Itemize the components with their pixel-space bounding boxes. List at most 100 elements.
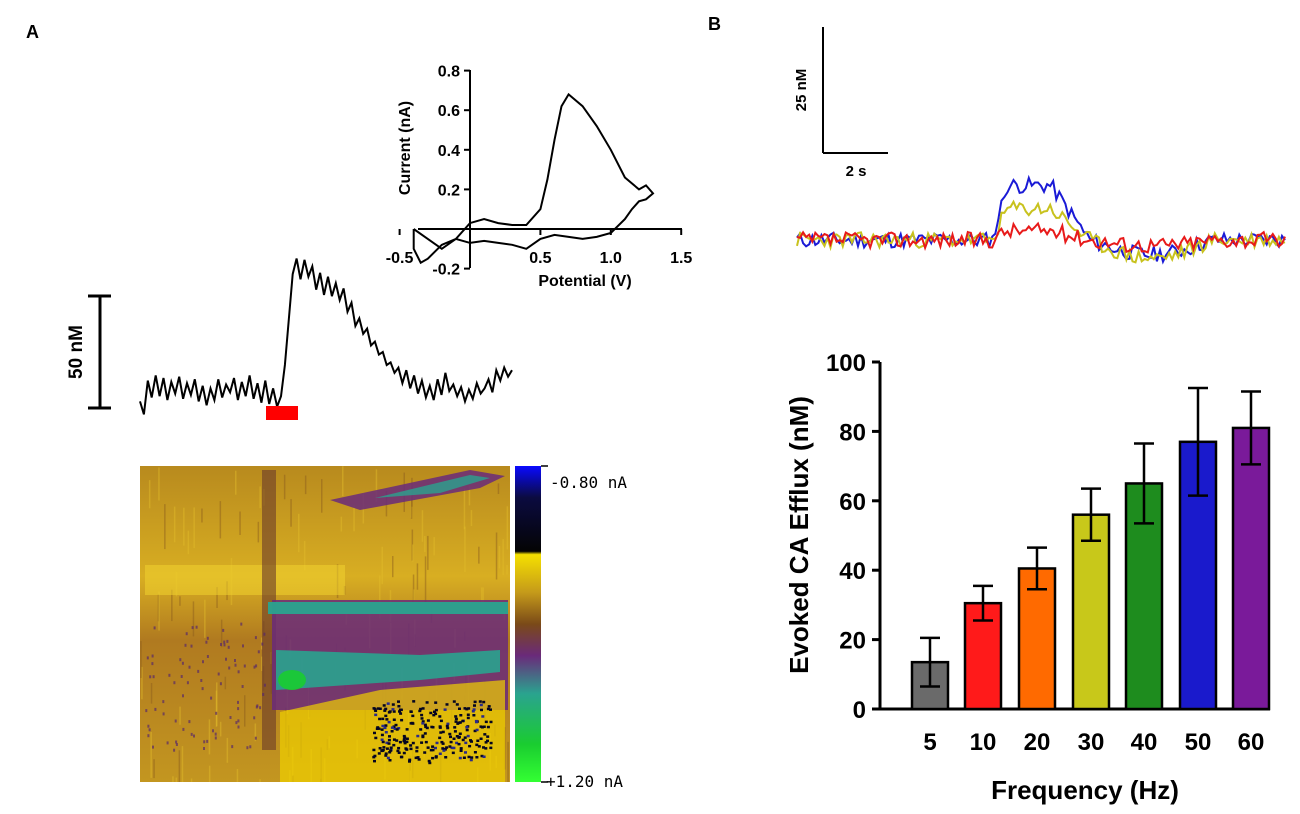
blob-pixel (464, 751, 467, 754)
speckle (226, 639, 229, 643)
y-tick-label: 0 (853, 697, 866, 724)
speckle (237, 707, 240, 711)
texture-streak (158, 591, 160, 631)
bar-chart-y-ticks: 0 20 40 60 80 100 (826, 350, 880, 724)
blob-pixel (420, 741, 424, 744)
frequency-traces (796, 174, 1286, 265)
oxidation-band-top-core (375, 475, 490, 498)
blob-pixel (424, 740, 428, 744)
bar-chart-x-ticks: 5 10 20 30 40 50 60 (923, 729, 1264, 756)
texture-streak (283, 474, 286, 500)
speckle (225, 657, 227, 661)
texture-streak (244, 695, 246, 727)
blob-pixel (428, 761, 432, 765)
blob-pixel (454, 715, 458, 718)
speckle (151, 662, 154, 666)
blob-pixel (390, 730, 394, 733)
blob-pixel (416, 756, 420, 759)
blob-pixel (433, 710, 436, 713)
blob-pixel (464, 741, 468, 745)
texture-streak (150, 683, 153, 704)
blob-pixel (405, 728, 409, 731)
speckle (234, 663, 237, 667)
texture-streak (164, 504, 166, 550)
blob-pixel (383, 709, 387, 712)
texture-streak (178, 750, 181, 782)
blob-pixel (384, 714, 388, 718)
blob-pixel (440, 740, 444, 744)
blob-pixel (441, 730, 445, 734)
blob-pixel (387, 711, 391, 714)
texture-streak (183, 507, 185, 546)
texture-streak (187, 530, 190, 555)
blob-pixel (382, 746, 386, 749)
blob-pixel (392, 738, 396, 741)
blob-pixel (473, 700, 477, 704)
texture-streak (304, 475, 307, 495)
texture-streak (506, 506, 509, 550)
texture-streak (192, 601, 195, 637)
blob-pixel (380, 738, 384, 741)
blob-pixel (402, 751, 406, 755)
blob-pixel (391, 703, 395, 706)
blob-pixel (382, 704, 386, 707)
blob-pixel (463, 736, 467, 739)
blob-pixel (390, 726, 394, 729)
speckle (231, 745, 234, 749)
inset-cyclic-voltammogram: -0.2 0.2 0.4 0.6 0.8 -0.5 0.5 1.0 1.5 Potential… (386, 64, 693, 290)
speckle (175, 740, 178, 744)
blob-pixel (434, 756, 438, 759)
inset-y-ticks: -0.2 0.2 0.4 0.6 0.8 (432, 64, 470, 279)
cv-curve (412, 92, 655, 265)
colorbar-top-label: -0.80 nA (550, 473, 627, 492)
y-tick-label: 100 (826, 350, 866, 377)
blob-pixel (484, 720, 488, 724)
blob-pixel (400, 718, 404, 722)
blob-pixel (459, 714, 463, 717)
texture-streak (239, 511, 241, 535)
speckle (173, 681, 176, 685)
blob-pixel (385, 747, 389, 750)
x-tick-label-40: 40 (1131, 729, 1158, 756)
blob-pixel (482, 700, 486, 704)
blob-pixel (473, 729, 477, 733)
blob-pixel (472, 714, 476, 717)
texture-streak (506, 564, 508, 575)
x-tick-label-20: 20 (1024, 729, 1051, 756)
blob-pixel (381, 717, 385, 721)
blob-pixel (392, 710, 396, 713)
x-tick-label-30: 30 (1078, 729, 1105, 756)
speckle (145, 709, 148, 713)
speckle (168, 673, 171, 677)
blob-pixel (482, 725, 486, 728)
blob-pixel (466, 713, 470, 716)
texture-streak (321, 479, 323, 513)
blob-pixel (444, 756, 448, 759)
speckle (195, 625, 198, 629)
stimulus-bar (266, 406, 298, 420)
blob-pixel (389, 746, 393, 749)
blob-pixel (484, 747, 488, 750)
yellow-band (145, 565, 345, 595)
blob-pixel (486, 707, 490, 711)
blob-pixel (475, 743, 479, 747)
texture-streak (172, 776, 174, 782)
blob-pixel (457, 742, 461, 746)
blob-pixel (442, 749, 446, 752)
texture-streak (464, 526, 466, 573)
texture-streak (216, 587, 218, 608)
texture-streak (193, 507, 195, 549)
scale-bar-label: 50 nM (66, 325, 87, 379)
blob-pixel (471, 710, 475, 713)
trace-yellow (796, 199, 1286, 264)
speckle (215, 711, 218, 715)
blob-pixel (446, 722, 450, 726)
blob-pixel (395, 739, 399, 742)
texture-streak (179, 706, 181, 725)
blob-pixel (372, 707, 376, 710)
speckle (254, 736, 257, 740)
inset-x-tick-label: 1.5 (670, 250, 692, 267)
texture-streak (259, 486, 261, 509)
blob-pixel (458, 756, 462, 760)
blob-pixel (423, 723, 427, 727)
